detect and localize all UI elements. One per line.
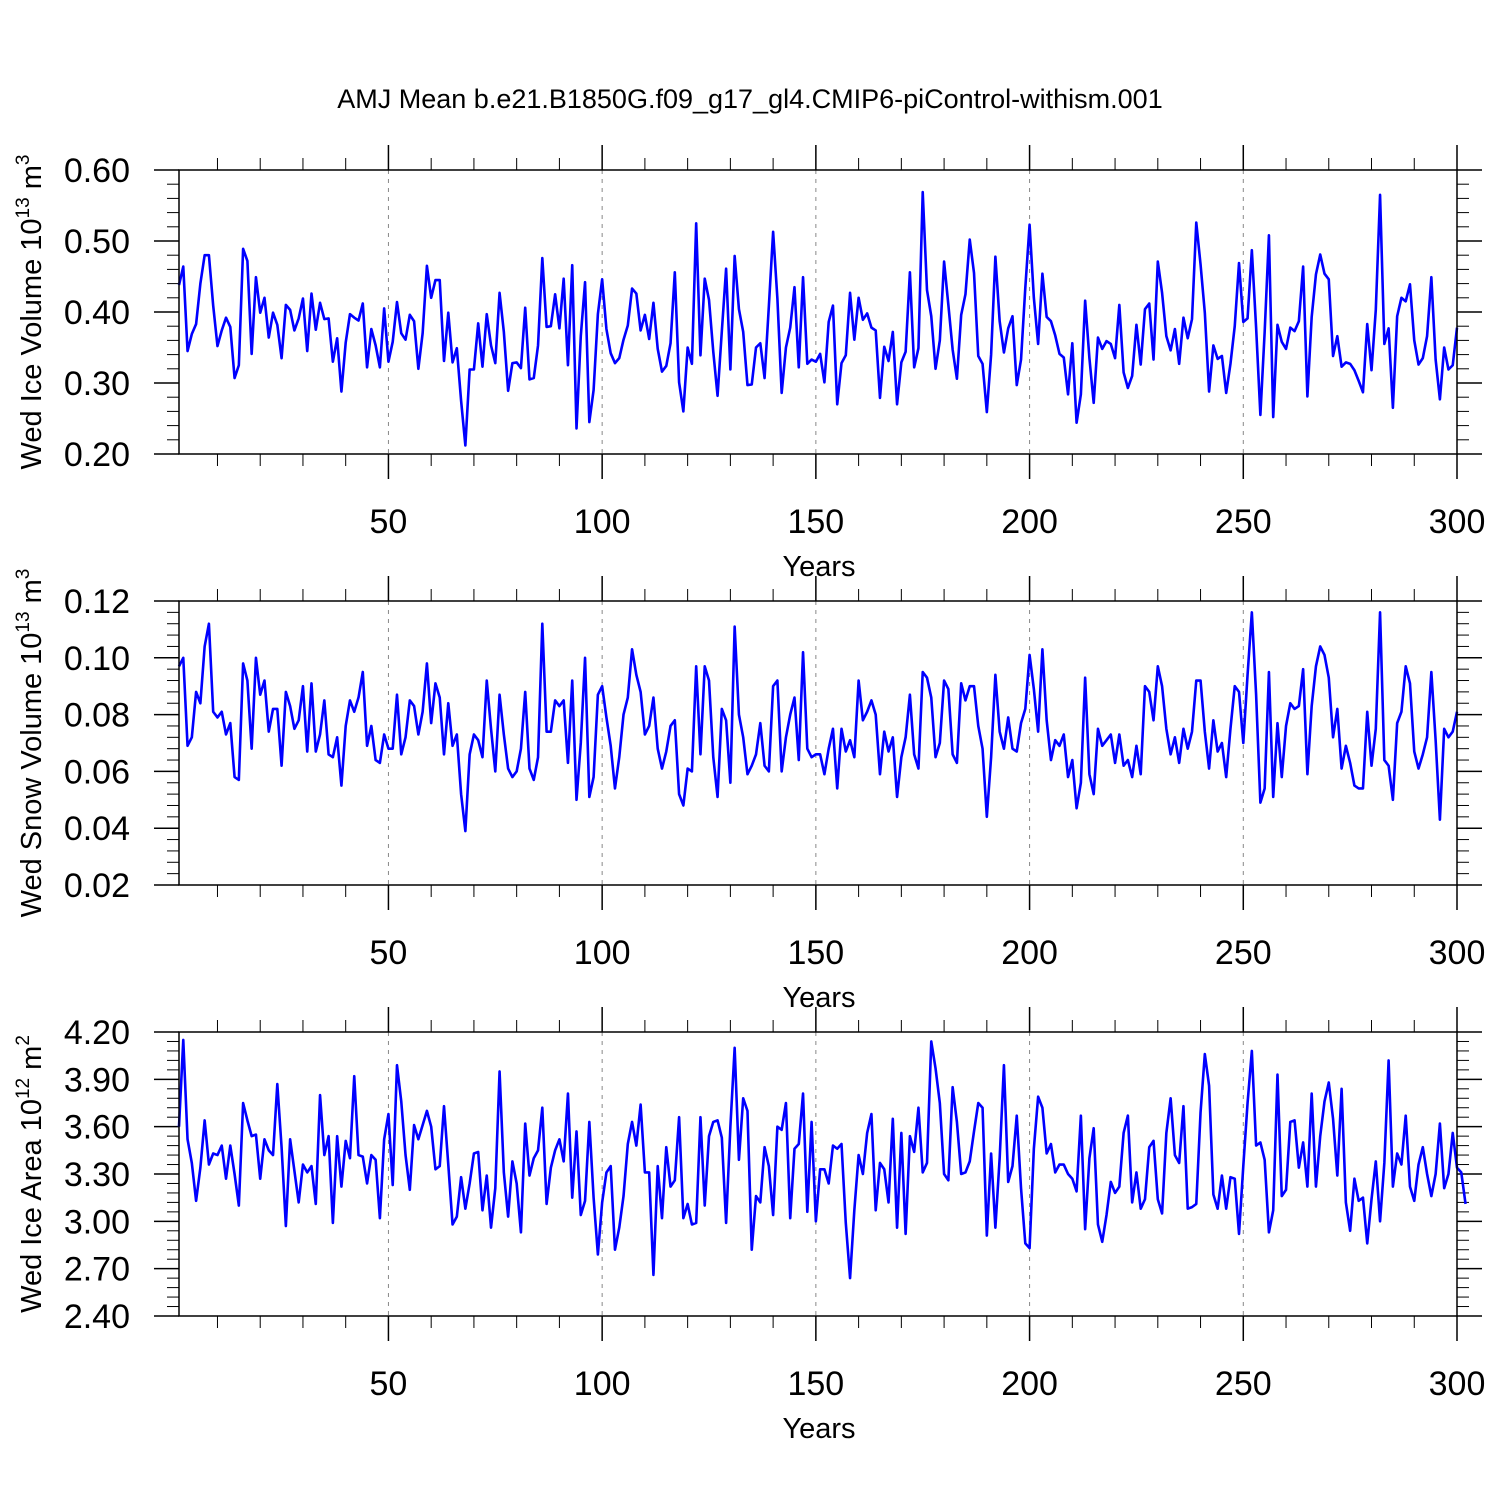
x-tick-label: 300 [1429,503,1486,541]
x-axis-label: Years [782,551,855,583]
x-tick-label: 200 [1001,503,1058,541]
y-tick-label: 0.06 [64,753,130,791]
y-tick-label: 3.90 [64,1061,130,1099]
series-line [177,611,1459,833]
y-tick-label: 2.70 [64,1251,130,1289]
y-tick-label: 0.30 [64,365,130,403]
x-tick-label: 250 [1215,1365,1272,1403]
y-axis-label: Wed Snow Volume 1013 m3 [13,569,48,918]
y-tick-label: 3.00 [64,1203,130,1241]
y-tick-label: 0.04 [64,810,130,848]
y-tick-label: 0.40 [64,294,130,332]
y-tick-label: 0.20 [64,436,130,474]
y-tick-label: 4.20 [64,1014,130,1052]
y-tick-label: 0.08 [64,697,130,735]
x-tick-label: 150 [787,1365,844,1403]
x-tick-label: 100 [574,1365,631,1403]
x-tick-label: 150 [787,934,844,972]
x-axis-label: Years [782,982,855,1014]
panel-1: 0.20 0.30 0.40 0.50 0.60 50 100 150 200 250 300 Yea… [13,145,1485,583]
x-axis-label: Years [782,1413,855,1445]
y-tick-label: 0.50 [64,223,130,261]
y-tick-label: 0.12 [64,583,130,621]
y-axis-label: Wed Ice Area 1012 m2 [13,1035,48,1313]
y-tick-label: 0.02 [64,867,130,905]
panel-2: 0.02 0.04 0.06 0.08 0.10 0.12 50 100 150 200 250 30… [13,569,1485,1014]
x-tick-label: 50 [370,934,408,972]
y-tick-label: 0.60 [64,152,130,190]
x-tick-label: 300 [1429,934,1486,972]
y-tick-label: 3.60 [64,1109,130,1147]
x-tick-label: 250 [1215,934,1272,972]
plot-frame [178,169,1458,455]
panel-3: 2.40 2.70 3.00 3.30 3.60 3.90 4.20 50 100 150 200 2… [13,1007,1485,1445]
x-tick-label: 100 [574,934,631,972]
x-tick-label: 150 [787,503,844,541]
x-tick-label: 50 [370,1365,408,1403]
series-line [177,1038,1467,1280]
y-tick-label: 0.10 [64,640,130,678]
panels: 0.20 0.30 0.40 0.50 0.60 50 100 150 200 250 300 Yea… [13,145,1485,1445]
plot-frame [178,600,1458,886]
y-tick-label: 3.30 [64,1156,130,1194]
series-line [177,190,1459,447]
x-tick-label: 50 [370,503,408,541]
plot-frame [178,1031,1458,1317]
x-tick-label: 200 [1001,934,1058,972]
x-tick-label: 100 [574,503,631,541]
y-tick-label: 2.40 [64,1298,130,1336]
x-tick-label: 300 [1429,1365,1486,1403]
y-axis-label: Wed Ice Volume 1013 m3 [13,155,48,470]
x-tick-label: 250 [1215,503,1272,541]
chart-title: AMJ Mean b.e21.B1850G.f09_g17_gl4.CMIP6-… [337,84,1162,114]
x-tick-label: 200 [1001,1365,1058,1403]
